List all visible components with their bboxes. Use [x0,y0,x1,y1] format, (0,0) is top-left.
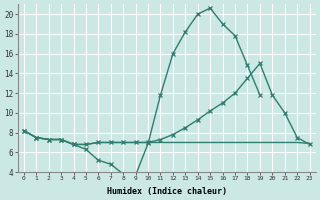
X-axis label: Humidex (Indice chaleur): Humidex (Indice chaleur) [107,187,227,196]
